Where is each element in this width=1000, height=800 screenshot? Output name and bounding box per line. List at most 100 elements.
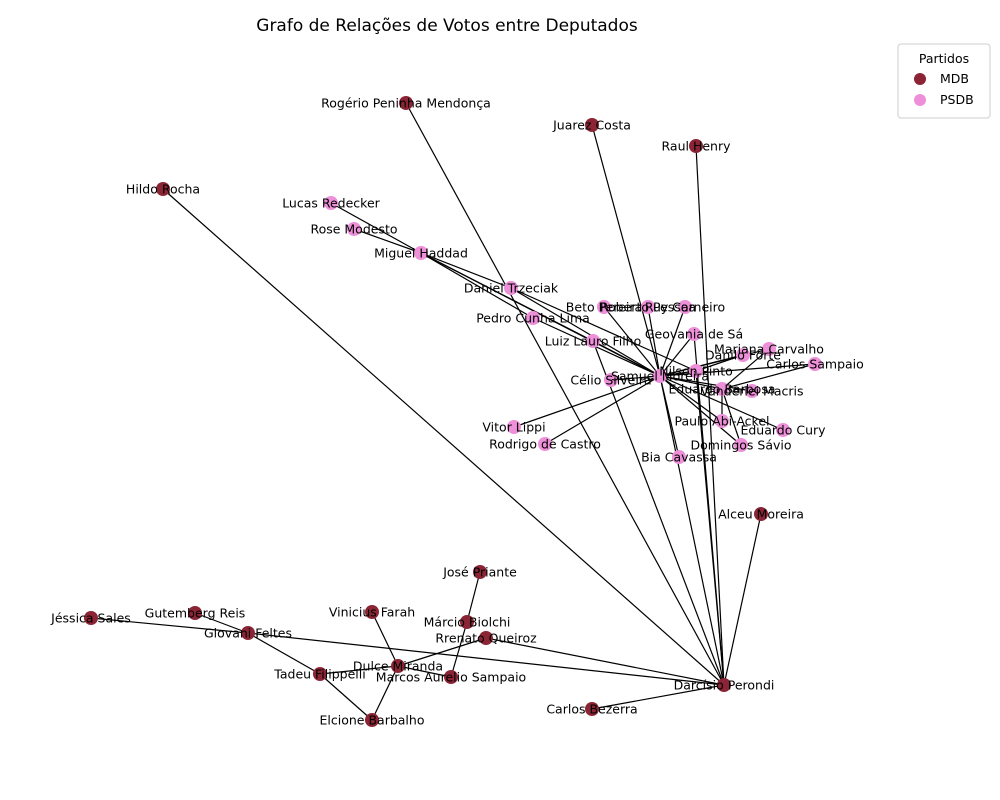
nodes-layer	[84, 96, 822, 727]
edge-rogerio-darcisio	[405, 102, 725, 686]
edge-tadeu-giovani	[247, 632, 321, 675]
legend-label-psdb: PSDB	[940, 92, 974, 107]
edge-domingos-samuel	[659, 375, 742, 446]
edge-juarez-samuel	[591, 124, 661, 377]
edge-roberto-samuel	[647, 306, 661, 377]
edge-beto-samuel	[603, 306, 661, 377]
legend-marker-mdb	[914, 73, 926, 85]
node-raul	[689, 139, 703, 153]
edge-gutemberg-giovani	[194, 612, 249, 634]
node-alceu	[754, 507, 768, 521]
node-marcos	[444, 670, 458, 684]
edge-dulce-elcione	[371, 665, 399, 721]
node-label-dulce: Dulce Miranda	[353, 659, 443, 674]
node-label-giovani: Giovani Feltes	[204, 626, 292, 641]
node-juarez	[585, 118, 599, 132]
edge-hildo-darcisio	[162, 188, 725, 686]
node-label-miguel: Miguel Haddad	[374, 246, 468, 261]
node-label-danilo: Danilo Forte	[705, 348, 781, 363]
edge-dulce-marcos	[397, 665, 452, 678]
edge-jose-marcio	[466, 571, 481, 623]
node-label-marcio: Márcio Biolchi	[424, 615, 511, 630]
edge-samuel-darcisio	[659, 375, 725, 686]
node-label-ruy: Ruy Carneiro	[645, 300, 725, 315]
node-rrenato	[479, 631, 493, 645]
edge-rodrigo-samuel	[544, 375, 661, 445]
edge-dulce-tadeu	[319, 665, 399, 675]
node-danilo	[736, 348, 750, 362]
node-label-jose: José Priante	[442, 565, 517, 580]
node-vanderlei	[745, 384, 759, 398]
node-label-jessica: Jéssica Sales	[50, 611, 131, 626]
graph-title: Grafo de Relações de Votos entre Deputad…	[256, 16, 638, 36]
legend-marker-psdb	[914, 94, 926, 106]
edge-paulo-samuel	[659, 375, 723, 422]
node-tadeu	[313, 667, 327, 681]
node-label-pedro: Pedro Cunha Lima	[476, 311, 590, 326]
node-marcio	[460, 615, 474, 629]
node-label-rogerio: Rogério Peninha Mendonça	[321, 96, 491, 111]
node-daniel	[504, 281, 518, 295]
edge-luiz-darcisio	[592, 340, 725, 686]
node-label-eduardobarbosa: Eduardo Barbosa	[668, 382, 775, 397]
node-label-rose: Rose Modesto	[310, 222, 397, 237]
node-nilson	[689, 364, 703, 378]
node-label-mariana: Mariana Carvalho	[714, 342, 824, 357]
node-bia	[672, 450, 686, 464]
edge-carlossampaio-eduardobarbosa	[721, 363, 816, 390]
edge-danilo-samuel	[659, 354, 744, 377]
node-label-nilson: Nilson Pinto	[659, 364, 733, 379]
node-miguel	[414, 246, 428, 260]
node-eduardobarbosa	[715, 382, 729, 396]
labels-layer: Rogério Peninha Mendonça Juarez Costa Raul…	[50, 96, 864, 728]
node-label-gutemberg: Gutemberg Reis	[145, 606, 246, 621]
node-darcisio	[717, 678, 731, 692]
edge-daniel-nilson	[510, 287, 697, 372]
edges-layer	[90, 102, 816, 721]
node-pedro	[526, 311, 540, 325]
node-label-samuel: Samuel Moreira	[611, 369, 709, 384]
edge-marcio-marcos	[450, 621, 468, 678]
node-label-rodrigo: Rodrigo de Castro	[489, 437, 601, 452]
node-label-tadeu: Tadeu Filippelli	[273, 667, 365, 682]
edge-vanderlei-samuel	[659, 375, 753, 392]
edge-mariana-eduardobarbosa	[721, 348, 770, 390]
node-label-celio: Célio Silveira	[570, 373, 651, 388]
node-label-vitor: Vitor Lippi	[482, 420, 545, 435]
legend: Partidos MDB PSDB	[897, 43, 991, 119]
node-lucas	[324, 196, 338, 210]
node-mariana	[762, 342, 776, 356]
node-label-elcione: Elcione Barbalho	[320, 713, 425, 728]
node-label-alceu: Alceu Moreira	[718, 507, 804, 522]
edge-daniel-samuel	[510, 287, 661, 377]
node-luiz	[586, 334, 600, 348]
edge-raul-darcisio	[695, 145, 725, 686]
node-celio	[604, 373, 618, 387]
node-label-domingos: Domingos Sávio	[690, 438, 791, 453]
node-label-marcos: Marcos Aurelio Sampaio	[376, 670, 526, 685]
node-elcione	[365, 713, 379, 727]
edge-tadeu-elcione	[319, 673, 373, 721]
node-label-vinicius: Vinicius Farah	[329, 605, 415, 620]
legend-entry-psdb: PSDB	[914, 92, 974, 107]
node-label-bia: Bia Cavassa	[641, 450, 717, 465]
edge-luiz-samuel	[592, 340, 661, 377]
edge-dulce-rrenato	[397, 637, 487, 667]
edge-vinicius-dulce	[371, 611, 399, 667]
edge-jessica-giovani	[90, 617, 249, 634]
node-label-beto: Beto Pereira	[566, 300, 642, 315]
node-label-hildo: Hildo Rocha	[126, 182, 200, 197]
node-label-vanderlei: Vanderlei Macris	[701, 384, 804, 399]
node-domingos	[734, 438, 748, 452]
node-label-juarez: Juarez Costa	[552, 118, 631, 133]
node-label-luiz: Luiz Lauro Filho	[545, 334, 642, 349]
node-gutemberg	[188, 606, 202, 620]
node-label-paulo: Paulo Abi-Ackel	[674, 414, 769, 429]
node-dulce	[391, 659, 405, 673]
node-rogerio	[399, 96, 413, 110]
node-eduardocury	[776, 423, 790, 437]
edge-giovani-darcisio	[247, 632, 725, 686]
node-label-rrenato: Rrenato Queiroz	[435, 631, 537, 646]
node-label-darcisio: Darcísio Perondi	[674, 678, 775, 693]
